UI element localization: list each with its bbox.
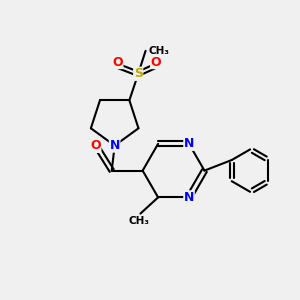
Text: N: N [110, 139, 120, 152]
Text: S: S [134, 67, 143, 80]
Text: O: O [90, 140, 101, 152]
Text: CH₃: CH₃ [148, 46, 169, 56]
Text: CH₃: CH₃ [128, 216, 149, 226]
Text: N: N [184, 191, 194, 204]
Text: O: O [151, 56, 161, 68]
Text: O: O [112, 56, 123, 68]
Text: N: N [184, 137, 194, 150]
